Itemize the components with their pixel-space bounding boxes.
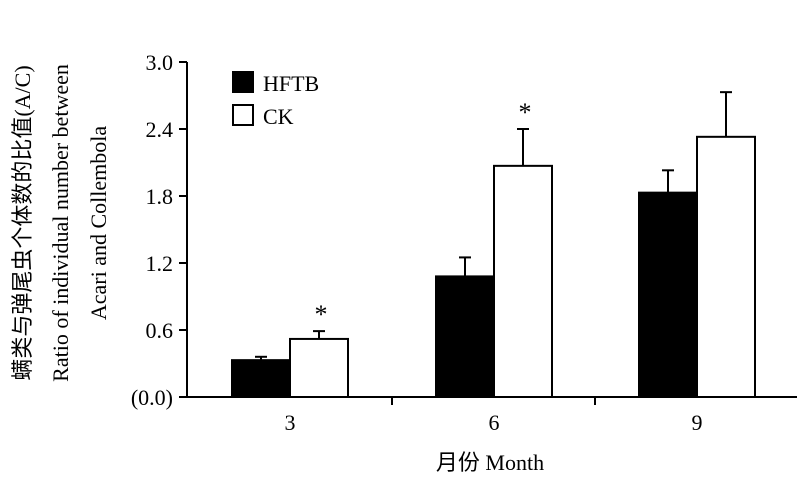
bar-ck: [493, 164, 553, 398]
y-axis-title-en-line2: Acari and Collembola: [86, 126, 111, 321]
y-axis-title-en-line1: Ratio of individual number between: [48, 64, 73, 382]
y-tick-label: 3.0: [146, 50, 174, 75]
y-axis-title-cn: 螨类与弹尾虫个体数的比值(A/C): [10, 65, 35, 380]
significance-marker: *: [315, 300, 328, 329]
legend-swatch-hftb: [232, 71, 254, 93]
bar-hftb: [638, 191, 698, 398]
legend-label: CK: [263, 104, 294, 129]
y-tick-label: (0.0): [131, 385, 173, 410]
x-tick-label: 3: [285, 410, 296, 435]
y-tick-label: 2.4: [146, 117, 174, 142]
bar-hftb: [231, 359, 291, 398]
y-tick-label: 0.6: [146, 318, 174, 343]
legend-swatch-ck: [232, 104, 254, 126]
x-tick-label: 9: [692, 410, 703, 435]
bar-ck: [289, 337, 349, 398]
x-tick-label: 6: [489, 410, 500, 435]
x-axis-title: 月份 Month: [436, 450, 544, 475]
y-tick-label: 1.8: [146, 184, 174, 209]
legend-label: HFTB: [263, 71, 319, 96]
bar-hftb: [435, 275, 495, 398]
y-tick-label: 1.2: [146, 251, 174, 276]
plot-area: (0.0) 0.6 1.2 1.8 2.4 3.0 3 6 9 * * HFTB CK: [131, 50, 797, 435]
significance-marker: *: [519, 98, 532, 127]
bar-ck: [696, 135, 756, 398]
